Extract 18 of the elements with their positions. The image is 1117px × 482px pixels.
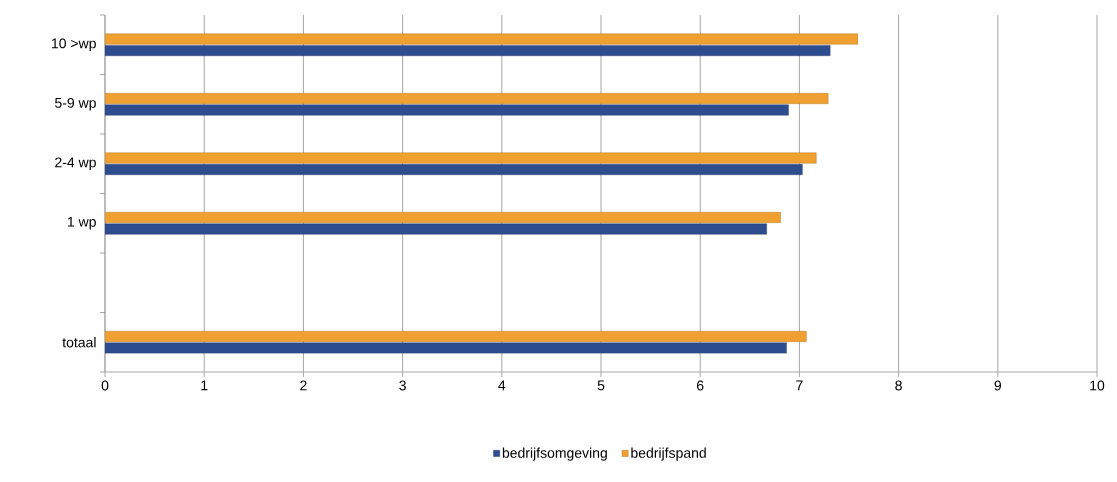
y-tick-label: 1 wp [67,216,96,230]
x-tick-label: 4 [498,380,506,391]
x-tick-label: 5 [597,380,605,391]
y-tick-label: totaal [62,337,96,348]
legend-label: bedrijfsomgeving [502,447,607,461]
y-tick-label: 2-4 wp [55,157,96,171]
x-tick-label: 0 [101,380,109,391]
x-tick-label: 6 [697,380,704,391]
x-tick-label: 2 [300,380,307,391]
x-tick-label: 3 [399,380,406,391]
legend-label: bedrijfspand [631,447,706,461]
x-tick-label: 8 [895,380,902,391]
x-tick-label: 7 [796,380,803,391]
y-tick-label: 10 >wp [52,38,96,52]
x-tick-label: 1 [201,380,208,391]
x-tick-label: 10 [1090,380,1105,391]
y-tick-label: 5-9 wp [55,97,96,111]
x-tick-label: 9 [994,380,1002,391]
